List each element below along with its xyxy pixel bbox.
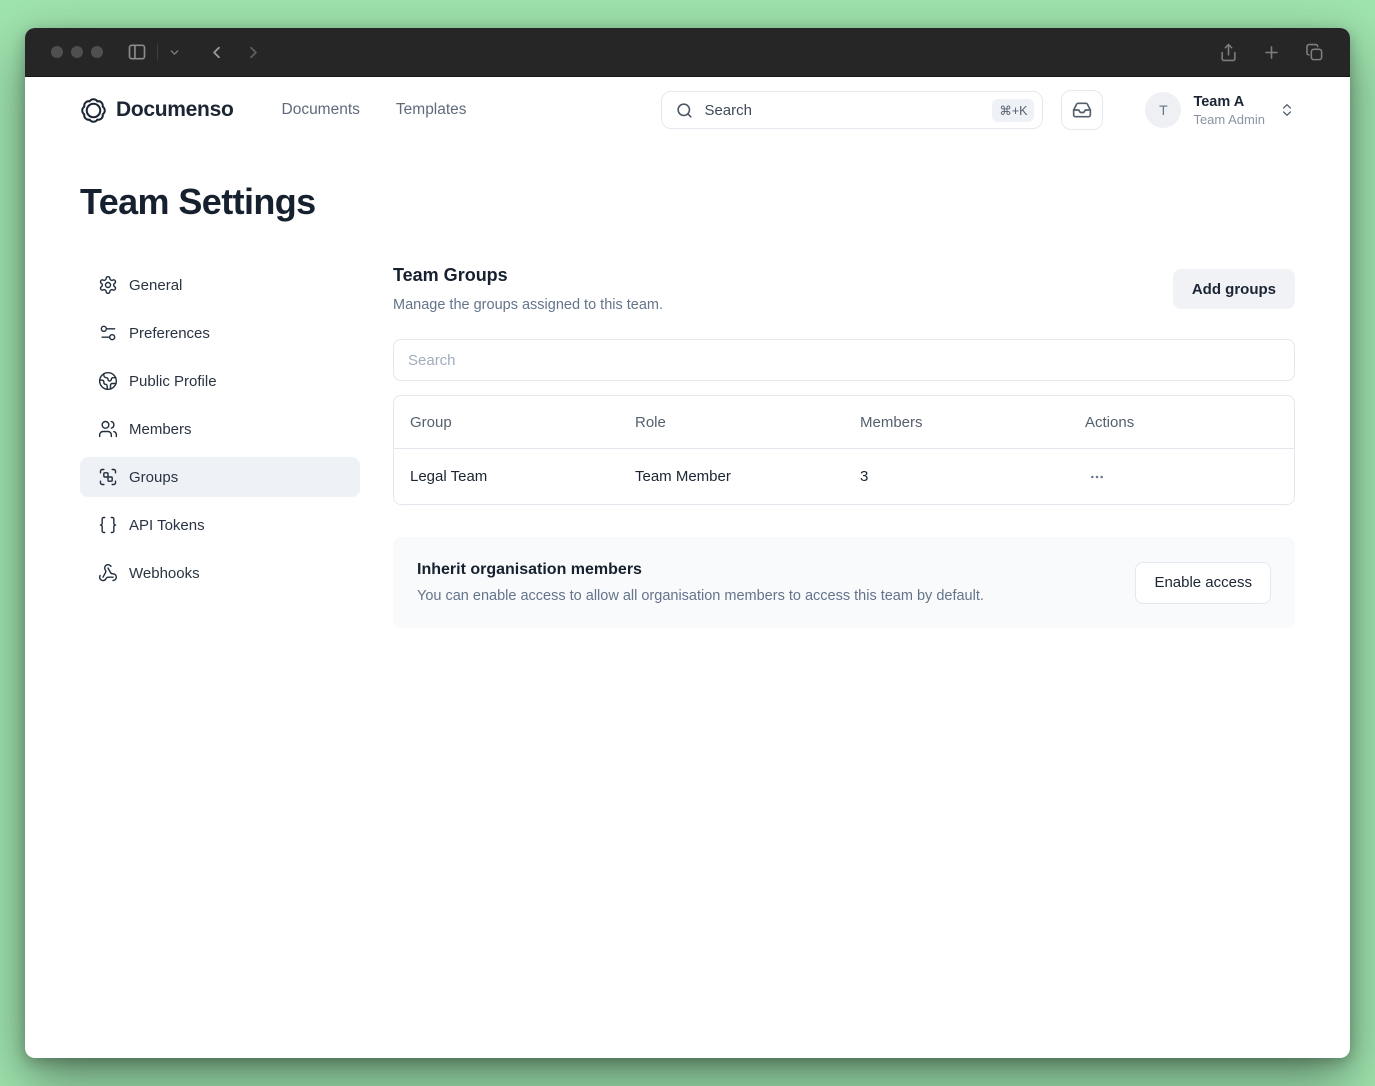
chevron-right-icon	[244, 43, 263, 62]
chevrons-up-down-icon	[1279, 102, 1295, 118]
section-subtitle: Manage the groups assigned to this team.	[393, 297, 664, 313]
global-search-placeholder: Search	[704, 101, 752, 119]
brand[interactable]: Documenso	[80, 97, 234, 124]
minimize-window-button[interactable]	[71, 46, 83, 58]
zoom-window-button[interactable]	[91, 46, 103, 58]
inherit-card-description: You can enable access to allow all organ…	[417, 588, 984, 604]
section-title: Team Groups	[393, 265, 508, 285]
sliders-icon	[98, 323, 118, 343]
gear-icon	[98, 275, 118, 295]
sidebar-item-general[interactable]: General	[80, 265, 360, 305]
panel-left-icon	[127, 42, 147, 62]
global-search-button[interactable]: Search ⌘+K	[661, 91, 1044, 129]
column-header-members: Members	[860, 413, 923, 431]
search-icon	[676, 102, 693, 119]
enable-access-button[interactable]: Enable access	[1135, 561, 1271, 604]
sidebar-item-public-profile[interactable]: Public Profile	[80, 361, 360, 401]
add-groups-button[interactable]: Add groups	[1172, 269, 1295, 309]
inherit-card-title: Inherit organisation members	[417, 561, 642, 578]
table-header-row: Group Role Members Actions	[394, 396, 1294, 449]
globe-icon	[98, 371, 118, 391]
titlebar-right-tools	[1219, 43, 1324, 62]
cell-role: Team Member	[635, 468, 731, 485]
share-icon	[1219, 43, 1238, 62]
cell-group: Legal Team	[410, 468, 488, 485]
groups-search-input[interactable]	[393, 339, 1295, 381]
tabs-overview-icon	[1305, 43, 1324, 62]
app-window: Documenso Documents Templates Search ⌘+K…	[25, 28, 1350, 1058]
settings-layout: General Preferences Public Profile Membe…	[25, 265, 1350, 628]
app-header: Documenso Documents Templates Search ⌘+K…	[25, 77, 1350, 143]
row-actions-button[interactable]	[1085, 465, 1109, 489]
sidebar-item-label: Public Profile	[129, 372, 217, 390]
team-role: Team Admin	[1193, 111, 1265, 127]
history-back-button[interactable]	[207, 43, 226, 62]
section-header: Team Groups Manage the groups assigned t…	[393, 265, 1295, 313]
titlebar-divider	[157, 44, 158, 60]
search-shortcut-badge: ⌘+K	[992, 98, 1035, 122]
avatar: T	[1145, 92, 1182, 128]
table-row: Legal Team Team Member 3	[394, 449, 1294, 504]
cell-actions	[1069, 465, 1294, 489]
plus-icon	[1262, 43, 1281, 62]
sidebar-item-label: Webhooks	[129, 564, 200, 582]
column-header-actions: Actions	[1085, 413, 1135, 431]
sidebar-item-api-tokens[interactable]: API Tokens	[80, 505, 360, 545]
column-header-role: Role	[635, 413, 666, 431]
history-forward-button[interactable]	[244, 43, 263, 62]
window-titlebar	[25, 28, 1350, 77]
sidebar-item-label: Preferences	[129, 324, 210, 342]
users-icon	[98, 419, 118, 439]
close-window-button[interactable]	[51, 46, 63, 58]
sidebar-item-label: General	[129, 276, 183, 294]
sidebar-item-label: Members	[129, 420, 192, 438]
page-title: Team Settings	[80, 181, 316, 222]
chevron-left-icon	[207, 43, 226, 62]
sidebar-item-groups[interactable]: Groups	[80, 457, 360, 497]
main-nav: Documents Templates	[282, 101, 467, 119]
sidebar-item-label: Groups	[129, 468, 179, 486]
braces-icon	[98, 515, 118, 535]
nav-documents[interactable]: Documents	[281, 101, 360, 118]
webhook-icon	[98, 563, 118, 583]
titlebar-left-tools	[127, 42, 263, 62]
groups-table: Group Role Members Actions Legal Team Te…	[393, 395, 1295, 505]
more-horizontal-icon	[1089, 469, 1105, 485]
team-groups-panel: Team Groups Manage the groups assigned t…	[393, 265, 1295, 628]
tab-options-button[interactable]	[168, 46, 181, 59]
sidebar-item-webhooks[interactable]: Webhooks	[80, 553, 360, 593]
column-header-group: Group	[410, 413, 452, 431]
nav-templates[interactable]: Templates	[395, 101, 467, 118]
documenso-logo-icon	[80, 97, 107, 124]
traffic-lights	[51, 46, 103, 58]
sidebar-item-label: API Tokens	[129, 516, 205, 534]
group-icon	[98, 467, 118, 487]
chevron-down-icon	[168, 46, 181, 59]
settings-sidebar: General Preferences Public Profile Membe…	[80, 265, 360, 628]
sidebar-item-members[interactable]: Members	[80, 409, 360, 449]
toggle-sidebar-button[interactable]	[127, 42, 147, 62]
cell-members: 3	[860, 468, 869, 485]
inbox-button[interactable]	[1061, 90, 1104, 130]
account-text: Team A Team Admin	[1193, 94, 1265, 127]
inbox-icon	[1072, 100, 1092, 120]
team-name: Team A	[1193, 93, 1245, 110]
brand-name: Documenso	[116, 98, 234, 121]
inherit-card-text: Inherit organisation members You can ena…	[417, 561, 984, 604]
sidebar-item-preferences[interactable]: Preferences	[80, 313, 360, 353]
share-button[interactable]	[1219, 43, 1238, 62]
tab-overview-button[interactable]	[1305, 43, 1324, 62]
inherit-members-card: Inherit organisation members You can ena…	[393, 537, 1295, 628]
section-header-text: Team Groups Manage the groups assigned t…	[393, 265, 663, 313]
new-tab-button[interactable]	[1262, 43, 1281, 62]
team-switcher[interactable]: T Team A Team Admin	[1145, 92, 1295, 128]
